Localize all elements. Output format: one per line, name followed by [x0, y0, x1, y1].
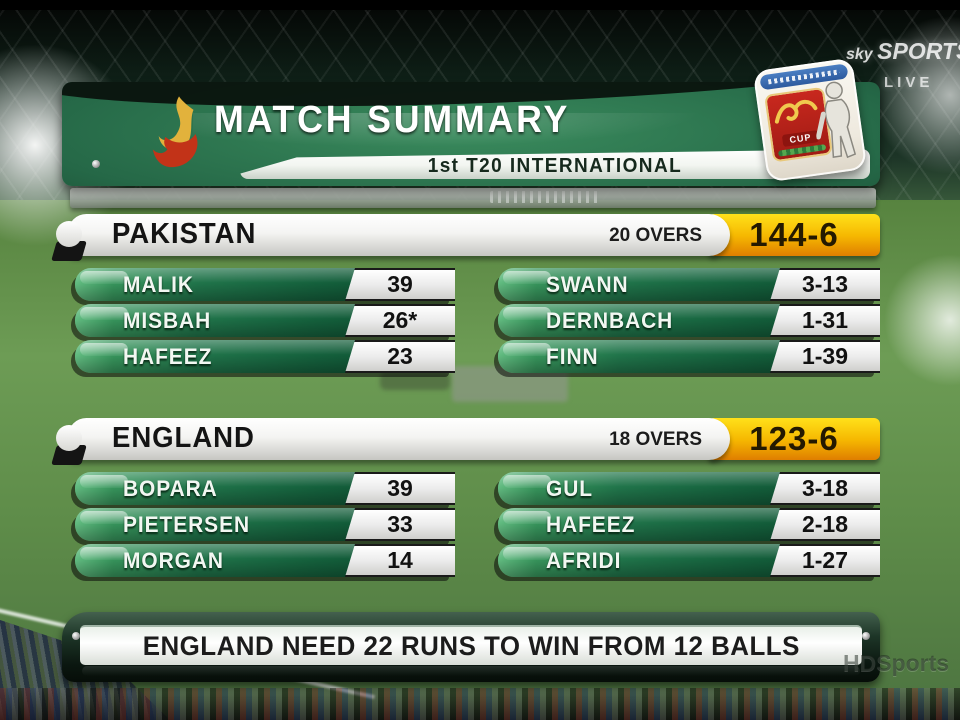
hdsports-watermark: HDSports — [843, 650, 950, 676]
bowlers-column: GUL 3-18 HAFEEZ 2-18 AFRIDI 1-27 — [498, 472, 880, 577]
player-name: FINN — [546, 344, 599, 369]
team-score-row: 144-6 PAKISTAN 20 OVERS — [56, 214, 880, 256]
player-runs: 39 — [345, 268, 455, 301]
team-name-bar: ENGLAND 18 OVERS — [56, 418, 730, 460]
screw-detail — [72, 632, 80, 640]
player-name: GUL — [546, 476, 593, 501]
team-name-bar: PAKISTAN 20 OVERS — [56, 214, 730, 256]
pitch-blur — [380, 372, 450, 390]
status-text: ENGLAND NEED 22 RUNS TO WIN FROM 12 BALL… — [142, 630, 800, 661]
badge-cup-label: CUP — [781, 130, 820, 147]
team-score-badge: 123-6 — [708, 418, 880, 460]
status-banner-inner: ENGLAND NEED 22 RUNS TO WIN FROM 12 BALL… — [80, 625, 862, 665]
batter-row: HAFEEZ 23 — [75, 340, 455, 373]
batter-row: BOPARA 39 — [75, 472, 455, 505]
batters-column: BOPARA 39 PIETERSEN 33 MORGAN 14 — [75, 472, 455, 577]
bowler-row: DERNBACH 1-31 — [498, 304, 880, 337]
bowler-row: SWANN 3-13 — [498, 268, 880, 301]
badge-red-panel: CUP — [764, 86, 833, 163]
bowler-row: HAFEEZ 2-18 — [498, 508, 880, 541]
bowling-figures: 2-18 — [770, 508, 880, 541]
bowling-figures: 1-27 — [770, 544, 880, 577]
bowlers-column: SWANN 3-13 DERNBACH 1-31 FINN 1-39 — [498, 268, 880, 373]
screw-detail — [862, 632, 870, 640]
batter-row: PIETERSEN 33 — [75, 508, 455, 541]
banner-base-strip — [70, 188, 876, 208]
match-subtitle: 1st T20 INTERNATIONAL — [427, 154, 683, 177]
batters-column: MALIK 39 MISBAH 26* HAFEEZ 23 — [75, 268, 455, 373]
player-runs: 39 — [345, 472, 455, 505]
bowler-row: GUL 3-18 — [498, 472, 880, 505]
player-name: PIETERSEN — [123, 512, 251, 537]
player-name: AFRIDI — [546, 548, 622, 573]
batter-row: MALIK 39 — [75, 268, 455, 301]
badge-swirl-icon — [774, 99, 818, 124]
screw-detail — [92, 160, 100, 168]
bowling-figures: 1-39 — [770, 340, 880, 373]
player-name: MORGAN — [123, 548, 224, 573]
stats-grid: MALIK 39 MISBAH 26* HAFEEZ 23 SWANN — [68, 268, 880, 373]
stats-grid: BOPARA 39 PIETERSEN 33 MORGAN 14 GUL — [68, 472, 880, 577]
player-runs: 23 — [345, 340, 455, 373]
player-runs: 26* — [345, 304, 455, 337]
player-name: HAFEEZ — [546, 512, 636, 537]
flame-icon — [152, 96, 198, 168]
player-name: MISBAH — [123, 308, 212, 333]
player-runs: 14 — [345, 544, 455, 577]
innings-panel-pakistan: 144-6 PAKISTAN 20 OVERS MALIK 39 MISBAH … — [56, 214, 880, 373]
sky-sports-logo: sky SPORTS — [846, 38, 960, 65]
page-title: MATCH SUMMARY — [214, 99, 571, 141]
match-summary-banner: MATCH SUMMARY 1st T20 INTERNATIONAL — [62, 82, 880, 186]
batter-row: MORGAN 14 — [75, 544, 455, 577]
innings-panel-england: 123-6 ENGLAND 18 OVERS BOPARA 39 PIETERS… — [56, 418, 880, 577]
bowler-row: FINN 1-39 — [498, 340, 880, 373]
team-name: ENGLAND — [112, 422, 255, 454]
tournament-badge: CUP — [752, 57, 868, 183]
batter-row: MISBAH 26* — [75, 304, 455, 337]
player-name: MALIK — [123, 272, 194, 297]
player-name: HAFEEZ — [123, 344, 213, 369]
bowling-figures: 3-13 — [770, 268, 880, 301]
team-name: PAKISTAN — [112, 218, 257, 250]
overs-label: 20 OVERS — [609, 225, 702, 246]
batsman-silhouette-icon — [815, 81, 857, 159]
team-score-row: 123-6 ENGLAND 18 OVERS — [56, 418, 880, 460]
player-name: SWANN — [546, 272, 629, 297]
overs-label: 18 OVERS — [609, 429, 702, 450]
player-name: BOPARA — [123, 476, 218, 501]
player-runs: 33 — [345, 508, 455, 541]
letterbox-bar — [0, 0, 960, 10]
bowling-figures: 1-31 — [770, 304, 880, 337]
player-name: DERNBACH — [546, 308, 674, 333]
sky-sports-logo-sports: SPORTS — [877, 38, 960, 64]
live-badge: LIVE — [884, 74, 934, 91]
bowler-row: AFRIDI 1-27 — [498, 544, 880, 577]
bowling-figures: 3-18 — [770, 472, 880, 505]
team-score-badge: 144-6 — [708, 214, 880, 256]
status-banner: ENGLAND NEED 22 RUNS TO WIN FROM 12 BALL… — [62, 612, 880, 682]
crowd-band — [0, 688, 960, 720]
